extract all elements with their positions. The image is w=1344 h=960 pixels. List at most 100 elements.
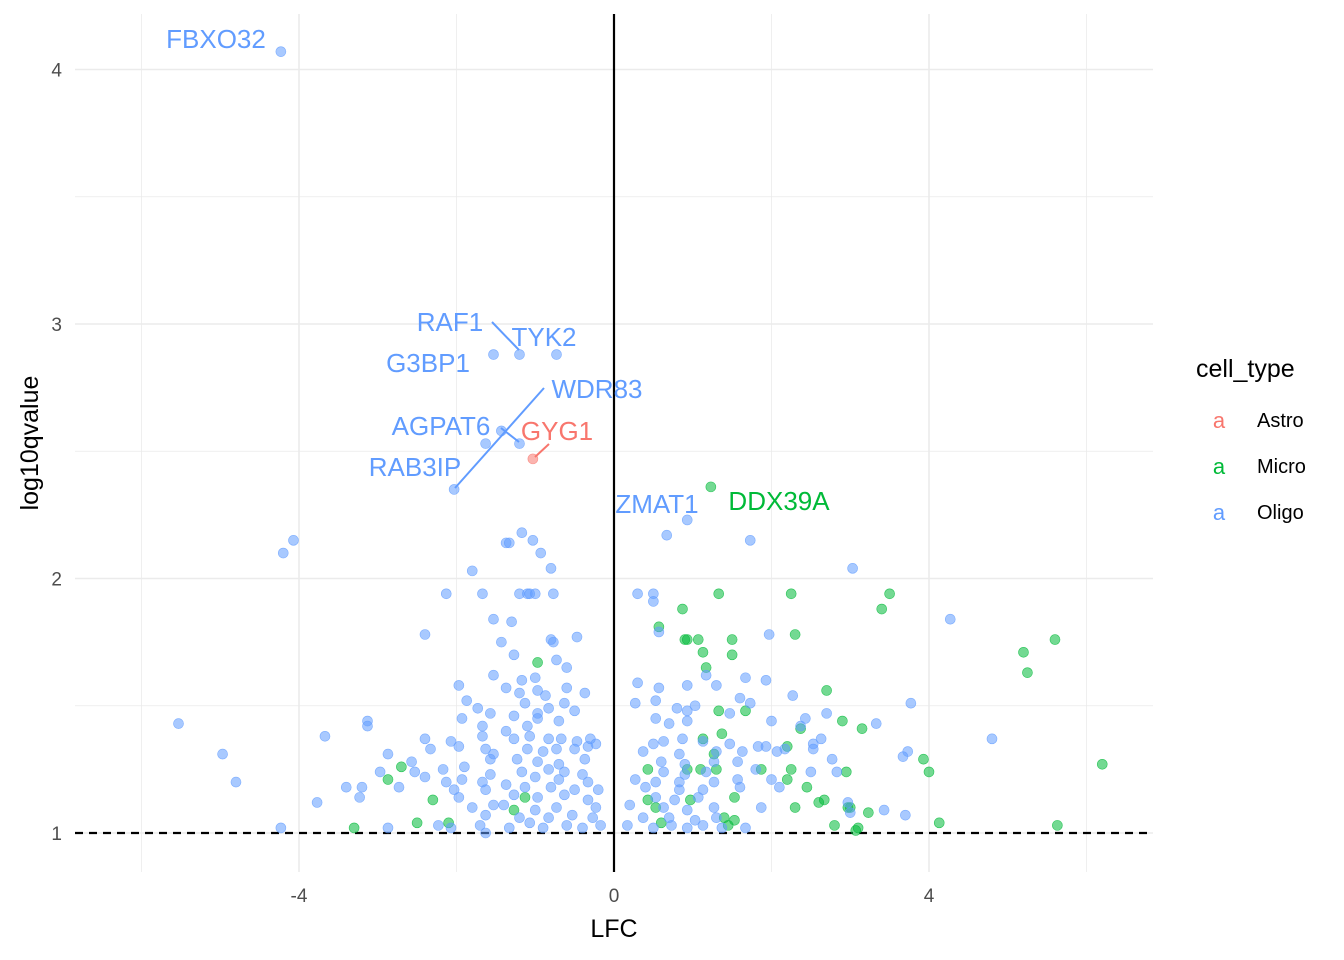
point-oligo (419, 629, 431, 640)
point-oligo (650, 776, 662, 788)
point-micro (382, 774, 394, 785)
point-oligo (453, 741, 465, 752)
point-oligo (548, 588, 559, 600)
point-micro (713, 705, 725, 717)
point-oligo (543, 733, 554, 745)
point-micro (813, 797, 825, 808)
point-oligo (807, 743, 819, 755)
point-oligo (529, 588, 541, 600)
point-oligo (529, 804, 541, 816)
point-oligo (514, 588, 525, 600)
gene-label-ddx39a: DDX39A (728, 486, 830, 516)
point-oligo (445, 822, 457, 834)
point-oligo (740, 822, 751, 834)
point-oligo (566, 809, 578, 821)
point-oligo (582, 776, 594, 788)
point-oligo (632, 677, 643, 689)
point-oligo (650, 713, 662, 724)
legend-label-micro: Micro (1257, 456, 1306, 478)
point-oligo (708, 776, 720, 788)
point-oligo (393, 781, 405, 793)
point-oligo (697, 784, 709, 796)
point-oligo (590, 738, 602, 750)
point-oligo (456, 774, 468, 785)
point-micro (876, 603, 888, 615)
y-tick-label: 4 (51, 61, 62, 82)
point-oligo (561, 662, 573, 673)
point-oligo (595, 820, 606, 831)
point-oligo (650, 695, 662, 706)
point-oligo (425, 743, 436, 755)
point-oligo (277, 547, 289, 559)
point-oligo (689, 700, 701, 712)
point-micro (785, 764, 797, 775)
point-oligo (529, 771, 541, 783)
point-oligo (592, 784, 604, 796)
point-oligo (561, 682, 573, 694)
point-micro (348, 822, 360, 834)
point-oligo (681, 822, 693, 834)
point-oligo (986, 733, 998, 745)
y-axis-title: log10qvalue (16, 376, 44, 511)
legend-key-astro: a (1213, 408, 1226, 433)
point-micro (884, 588, 895, 600)
point-oligo (527, 535, 539, 546)
point-oligo (440, 776, 452, 788)
point-oligo (433, 820, 444, 831)
point-micro (863, 807, 874, 818)
point-oligo (787, 690, 799, 701)
point-oligo (477, 720, 488, 732)
point-micro (856, 723, 868, 734)
point-oligo (724, 738, 736, 750)
point-oligo (708, 802, 720, 813)
point-oligo (561, 820, 573, 831)
point-micro (655, 817, 667, 829)
point-oligo (409, 766, 421, 778)
point-oligo (500, 725, 512, 737)
point-oligo (708, 756, 720, 768)
point-oligo (711, 812, 722, 824)
data-points (173, 46, 1108, 839)
point-oligo (524, 730, 536, 742)
point-oligo (842, 797, 854, 808)
point-oligo (569, 743, 580, 755)
legend-title: cell_type (1196, 355, 1295, 383)
point-micro (785, 588, 797, 600)
point-oligo (514, 687, 525, 699)
gene-label-wdr83: WDR83 (551, 374, 642, 404)
point-oligo (577, 822, 588, 834)
point-oligo (508, 649, 520, 661)
point-micro (679, 634, 691, 645)
point-oligo (319, 730, 331, 742)
point-oligo (697, 736, 709, 747)
point-oligo (419, 733, 431, 745)
point-oligo (230, 776, 242, 788)
point-oligo (545, 563, 557, 574)
point-oligo (516, 766, 528, 778)
y-tick-label: 1 (51, 824, 62, 845)
point-oligo (440, 588, 452, 600)
point-oligo (543, 702, 554, 714)
point-oligo (571, 631, 583, 643)
point-oligo (382, 822, 394, 834)
point-oligo (774, 781, 785, 793)
point-oligo (453, 792, 465, 803)
point-oligo (474, 820, 486, 831)
point-oligo (522, 720, 533, 732)
point-oligo (900, 809, 911, 821)
point-oligo (532, 685, 543, 696)
point-oligo (488, 349, 499, 360)
point-oligo (648, 822, 659, 834)
gene-label-raf1: RAF1 (417, 307, 483, 337)
point-oligo (173, 718, 184, 729)
point-oligo (453, 680, 465, 691)
gene-labels: FBXO32 RAF1 TYK2 G3BP1 WDR83 AGPAT6 GYG1 RAB3IP… (166, 24, 830, 519)
point-micro (821, 685, 832, 696)
point-oligo (535, 547, 547, 559)
point-oligo (275, 822, 287, 834)
point-oligo (681, 715, 693, 727)
point-oligo (340, 781, 352, 793)
point-oligo (537, 822, 549, 834)
point-oligo (569, 784, 580, 796)
point-oligo (496, 636, 507, 648)
